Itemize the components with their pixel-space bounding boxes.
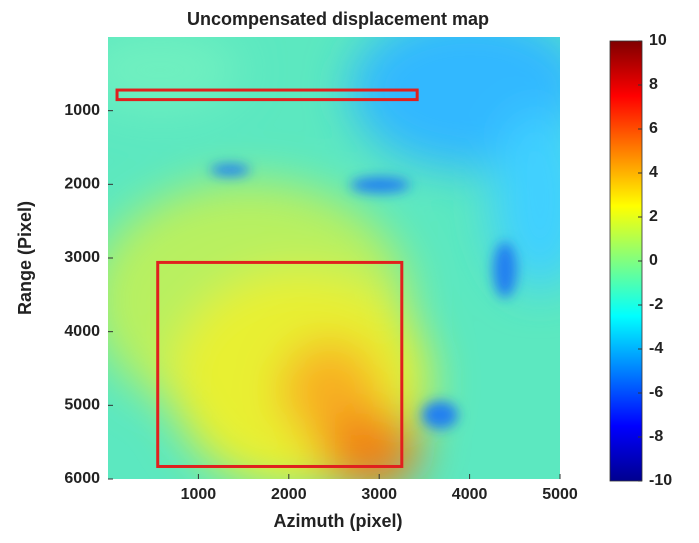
- colorbar-tick-label: 4: [649, 164, 658, 181]
- y-tick-label: 1000: [64, 102, 100, 119]
- colorbar-tick-label: 6: [649, 120, 658, 137]
- colorbar-tick-label: 2: [649, 208, 658, 225]
- x-tick-label: 1000: [181, 486, 217, 503]
- y-tick-label: 5000: [64, 397, 100, 414]
- colorbar-tick-label: -10: [649, 472, 672, 489]
- colorbar-tick-label: 8: [649, 76, 658, 93]
- x-tick-label: 4000: [452, 486, 488, 503]
- colorbar-tick-label: -2: [649, 296, 663, 313]
- y-tick-label: 3000: [64, 249, 100, 266]
- colorbar-tick-label: -4: [649, 340, 663, 357]
- colorbar-tick-label: -6: [649, 384, 663, 401]
- x-tick-label: 5000: [542, 486, 578, 503]
- y-tick-label: 6000: [64, 470, 100, 487]
- region-box: [156, 260, 404, 468]
- region-box: [115, 88, 419, 102]
- heatmap-image: [108, 37, 560, 479]
- x-tick-label: 3000: [361, 486, 397, 503]
- y-tick-label: 4000: [64, 323, 100, 340]
- chart-title: Uncompensated displacement map: [187, 9, 489, 29]
- x-axis-label: Azimuth (pixel): [274, 511, 403, 531]
- colorbar: [609, 40, 643, 482]
- y-axis-label: Range (Pixel): [15, 201, 35, 315]
- x-tick-label: 2000: [271, 486, 307, 503]
- colorbar-tick-label: 0: [649, 252, 658, 269]
- y-tick-label: 2000: [64, 176, 100, 193]
- colorbar-tick-label: -8: [649, 428, 663, 445]
- colorbar-tick-label: 10: [649, 32, 667, 49]
